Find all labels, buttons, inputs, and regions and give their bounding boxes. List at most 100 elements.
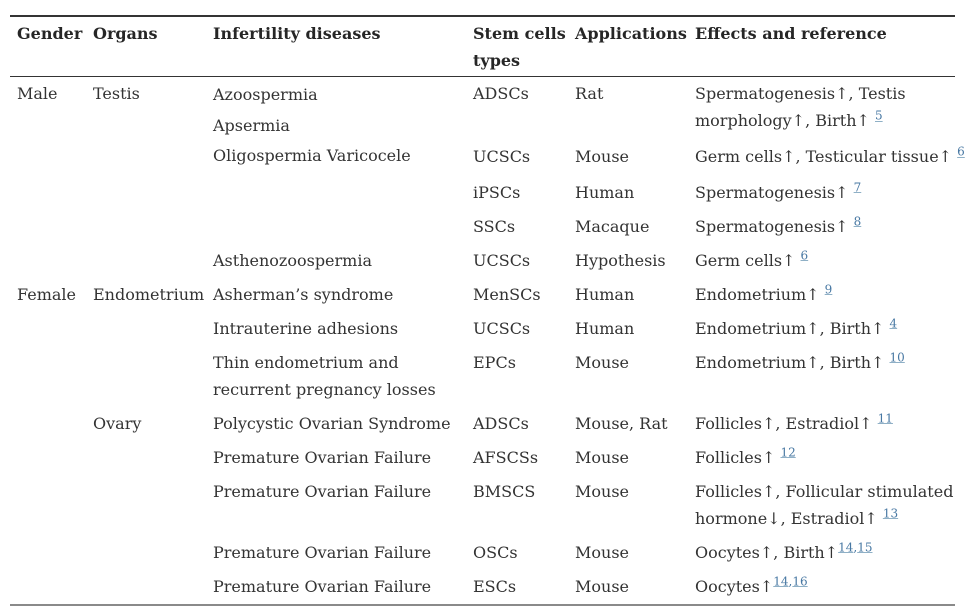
cell-applications: Mouse	[575, 576, 629, 596]
reference-link-9[interactable]: 9	[824, 282, 833, 297]
table-container: Gender Organs Infertility diseases Stem cel…	[10, 15, 965, 606]
cell-diseases: Premature Ovarian Failure	[213, 576, 432, 596]
cell-diseases	[206, 210, 466, 244]
column-header-gender: Gender	[10, 16, 86, 77]
reference-superscript: 10	[890, 350, 905, 364]
column-header-label: Stem cells	[473, 24, 566, 43]
table-row: Premature Ovarian Failure OSCs Mouse Oocyte…	[10, 536, 955, 570]
table-row: SSCs Macaque Spermatogenesis↑ 8	[10, 210, 955, 244]
cell-stem_cells: SSCs	[473, 216, 516, 236]
cell-effects: Germ cells↑, Testicular tissue↑ 6	[695, 144, 965, 167]
column-header-diseases: Infertility diseases	[206, 16, 466, 77]
reference-link-13[interactable]: 13	[882, 506, 899, 521]
cell-effects: Spermatogenesis↑, Testis morphology↑, Bir…	[695, 84, 906, 130]
cell-effects: Germ cells↑ 6	[695, 248, 809, 270]
table-row: Premature Ovarian Failure AFSCSs Mouse Foll…	[10, 441, 955, 475]
reference-link-5[interactable]: 5	[875, 108, 883, 123]
reference-link-11[interactable]: 11	[877, 411, 893, 426]
cell-applications: Mouse	[575, 147, 629, 167]
reference-link-14[interactable]: 14	[838, 540, 854, 555]
reference-superscript: 14	[773, 574, 788, 588]
cell-applications: Mouse	[575, 481, 629, 501]
cell-stem_cells: OSCs	[473, 542, 518, 562]
column-header-label: Infertility diseases	[213, 24, 381, 43]
cell-applications: Human	[575, 318, 635, 338]
reference-link-15[interactable]: 15	[857, 540, 873, 555]
cell-applications: Hypothesis	[575, 250, 666, 270]
cell-applications: Mouse	[575, 352, 629, 372]
reference-link-10[interactable]: 10	[889, 350, 905, 365]
reference-superscript: 8	[854, 214, 862, 228]
reference-separator: ,	[853, 540, 858, 555]
column-header-label: Organs	[93, 24, 158, 43]
cell-effects: Endometrium↑ 9	[695, 282, 833, 304]
reference-superscript: 12	[780, 445, 795, 459]
reference-superscript: 14	[838, 540, 853, 554]
cell-effects: Follicles↑, Estradiol↑ 11	[695, 411, 893, 433]
column-header-effects: Effects and reference	[688, 16, 955, 77]
cell-stem_cells: UCSCs	[473, 147, 531, 167]
cell-stem_cells: MenSCs	[473, 284, 541, 304]
table-row: Male Testis Azoospermia Apsermia Oligospermi…	[10, 77, 955, 165]
reference-superscript: 11	[878, 411, 893, 425]
table-body: Male Testis Azoospermia Apsermia Oligospermi…	[10, 77, 965, 605]
reference-link-6[interactable]: 6	[957, 144, 965, 159]
cell-diseases: Azoospermia Apsermia Oligospermia Varicoce…	[213, 85, 411, 165]
reference-link-8[interactable]: 8	[853, 214, 862, 229]
cell-stem_cells: ADSCs	[473, 413, 529, 433]
reference-link-14[interactable]: 14	[773, 574, 789, 589]
reference-superscript: 6	[801, 248, 809, 262]
table-row: Intrauterine adhesions UCSCs Human Endometr…	[10, 312, 955, 346]
reference-superscript: 7	[854, 180, 862, 194]
table-row: Female Endometrium Asherman’s syndrome MenS…	[10, 278, 955, 312]
cell-effects: Spermatogenesis↑ 7	[695, 180, 862, 202]
table-row: Premature Ovarian Failure ESCs Mouse Oocyte…	[10, 570, 955, 605]
reference-superscript: 15	[857, 540, 872, 554]
table-header: Gender Organs Infertility diseases Stem cel…	[10, 16, 955, 77]
cell-diseases: Premature Ovarian Failure	[213, 481, 432, 501]
cell-organs: Ovary	[93, 413, 142, 433]
column-header-stem_cells: Stem cells types	[466, 16, 568, 77]
reference-link-6[interactable]: 6	[800, 248, 809, 263]
cell-applications: Mouse, Rat	[575, 413, 668, 433]
cell-stem_cells: UCSCs	[473, 250, 531, 270]
cell-gender: Female	[17, 284, 76, 304]
reference-link-16[interactable]: 16	[792, 574, 808, 589]
cell-applications: Mouse	[575, 542, 629, 562]
reference-link-7[interactable]: 7	[853, 180, 862, 195]
cell-stem_cells: ADSCs	[473, 84, 529, 103]
cell-applications: Rat	[575, 84, 604, 103]
cell-effects: Endometrium↑, Birth↑ 4	[695, 316, 898, 338]
cell-stem_cells: UCSCs	[473, 318, 531, 338]
table-row: iPSCs Human Spermatogenesis↑ 7	[10, 176, 955, 210]
cell-stem_cells: BMSCS	[473, 481, 536, 501]
column-header-label: Effects and reference	[695, 24, 887, 43]
cell-diseases	[206, 176, 466, 210]
cell-diseases: Intrauterine adhesions	[213, 318, 399, 338]
cell-effects: Follicles↑, Follicular stimulated hormone…	[695, 481, 954, 528]
header-row: Gender Organs Infertility diseases Stem cel…	[10, 16, 955, 77]
cell-applications: Mouse	[575, 447, 629, 467]
reference-link-4[interactable]: 4	[889, 316, 898, 331]
cell-diseases: Polycystic Ovarian Syndrome	[213, 413, 451, 433]
cell-diseases: Premature Ovarian Failure	[213, 447, 432, 467]
cell-applications: Macaque	[575, 216, 650, 236]
cell-effects: Spermatogenesis↑ 8	[695, 214, 862, 236]
cell-diseases: Asthenozoospermia	[213, 250, 372, 270]
cell-stem_cells: EPCs	[473, 352, 516, 372]
stem-cell-therapy-table: Gender Organs Infertility diseases Stem cel…	[10, 15, 965, 606]
table-row: Thin endometrium and recurrent pregnancy …	[10, 346, 955, 407]
reference-superscript: 16	[792, 574, 807, 588]
cell-organs: Testis	[93, 84, 140, 103]
reference-separator: ,	[788, 574, 793, 589]
reference-superscript: 5	[875, 109, 883, 123]
reference-link-12[interactable]: 12	[780, 445, 796, 460]
cell-effects: Oocytes↑14,16	[695, 574, 808, 596]
cell-diseases: Asherman’s syndrome	[213, 284, 394, 304]
reference-superscript: 6	[957, 145, 965, 159]
cell-stem_cells: AFSCSs	[473, 447, 539, 467]
reference-superscript: 13	[883, 506, 898, 520]
cell-diseases: Premature Ovarian Failure	[213, 542, 432, 562]
cell-stem_cells: ESCs	[473, 576, 517, 596]
cell-stem_cells: iPSCs	[473, 182, 521, 202]
